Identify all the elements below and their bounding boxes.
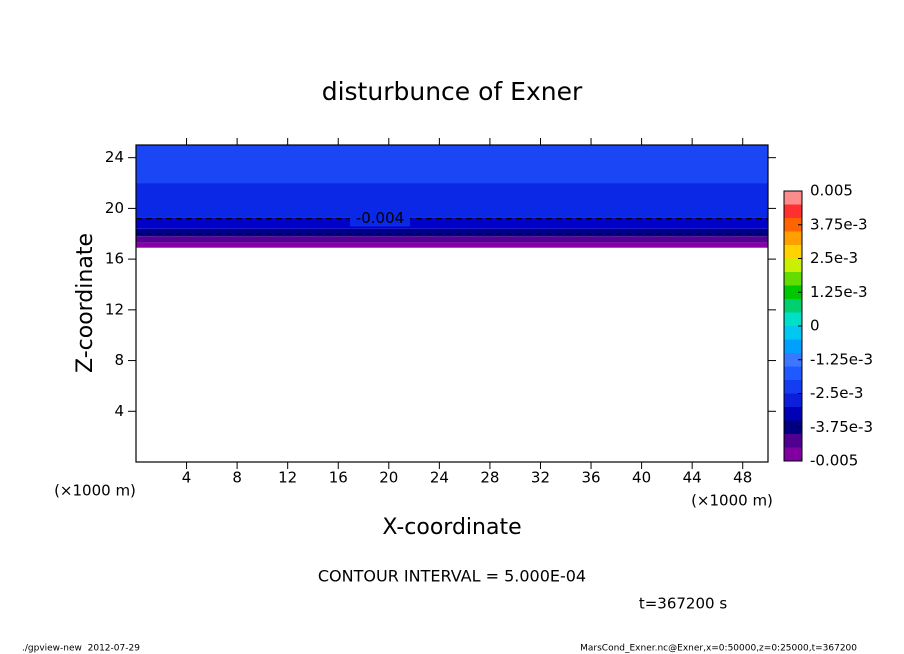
colorbar-tick-label: -3.75e-3 — [810, 418, 873, 436]
contour-label: -0.004 — [356, 209, 404, 227]
colorbar-tick-label: -0.005 — [810, 452, 858, 470]
colorbar-tick-label: -2.5e-3 — [810, 384, 863, 402]
x-tick-label: 28 — [480, 469, 499, 487]
colorbar-box — [784, 366, 802, 380]
plot-frame — [135, 144, 769, 463]
contour-band — [136, 236, 768, 243]
colorbar-tick-label: 1.25e-3 — [810, 283, 868, 301]
y-tick-label: 8 — [114, 351, 124, 369]
time-label: t=367200 s — [639, 595, 727, 613]
colorbar-box — [784, 299, 802, 313]
footer-right: MarsCond_Exner.nc@Exner,x=0:50000,z=0:25… — [580, 644, 857, 654]
colorbar-box — [784, 434, 802, 448]
colorbar-box — [784, 353, 802, 367]
colorbar-tick-label: 0 — [810, 317, 820, 335]
x-tick-label: 40 — [632, 469, 651, 487]
x-tick-label: 24 — [430, 469, 449, 487]
colorbar-box — [784, 285, 802, 299]
x-tick-label: 48 — [733, 469, 752, 487]
contour-band — [136, 217, 768, 229]
x-axis-unit: (×1000 m) — [691, 492, 773, 510]
colorbar-box — [784, 407, 802, 421]
contour-label-bg — [350, 210, 410, 227]
colorbar-box — [784, 420, 802, 434]
y-tick-label: 16 — [105, 250, 124, 268]
y-tick-label: 20 — [105, 199, 124, 217]
colorbar-box — [784, 218, 802, 232]
footer-left: ./gpview-new 2012-07-29 — [22, 644, 140, 654]
colorbar-box — [784, 312, 802, 326]
x-tick-label: 20 — [379, 469, 398, 487]
x-tick-label: 32 — [531, 469, 550, 487]
contour-interval: CONTOUR INTERVAL = 5.000E-04 — [318, 567, 586, 586]
colorbar-box — [784, 258, 802, 272]
x-tick-label: 16 — [329, 469, 348, 487]
colorbar-box — [784, 191, 802, 205]
colorbar-box — [784, 204, 802, 218]
y-tick-label: 24 — [105, 148, 124, 166]
colorbar-box — [784, 339, 802, 353]
colorbar-tick-label: -1.25e-3 — [810, 350, 873, 368]
colorbar-tick-label: 3.75e-3 — [810, 215, 868, 233]
contour-band — [136, 228, 768, 237]
x-tick-label: 12 — [278, 469, 297, 487]
x-tick-label: 36 — [581, 469, 600, 487]
colorbar-tick-label: 0.005 — [810, 182, 853, 200]
x-tick-label: 8 — [232, 469, 242, 487]
y-tick-label: 12 — [105, 300, 124, 318]
contour-band — [136, 242, 768, 248]
colorbar-box — [784, 326, 802, 340]
y-axis-unit: (×1000 m) — [54, 482, 136, 500]
colorbar-box — [784, 393, 802, 407]
x-tick-label: 4 — [182, 469, 192, 487]
contour-band — [136, 183, 768, 218]
colorbar-tick-label: 2.5e-3 — [810, 249, 858, 267]
colorbar-box — [784, 231, 802, 245]
colorbar-box — [784, 272, 802, 286]
colorbar-box — [784, 380, 802, 394]
y-tick-label: 4 — [114, 402, 124, 420]
x-axis-label: X-coordinate — [382, 515, 521, 540]
colorbar-box — [784, 245, 802, 259]
chart-title: disturbunce of Exner — [322, 77, 583, 106]
x-tick-label: 44 — [683, 469, 702, 487]
y-axis-label: Z-coordinate — [73, 233, 98, 373]
colorbar-box — [784, 447, 802, 461]
contour-band — [136, 145, 768, 184]
